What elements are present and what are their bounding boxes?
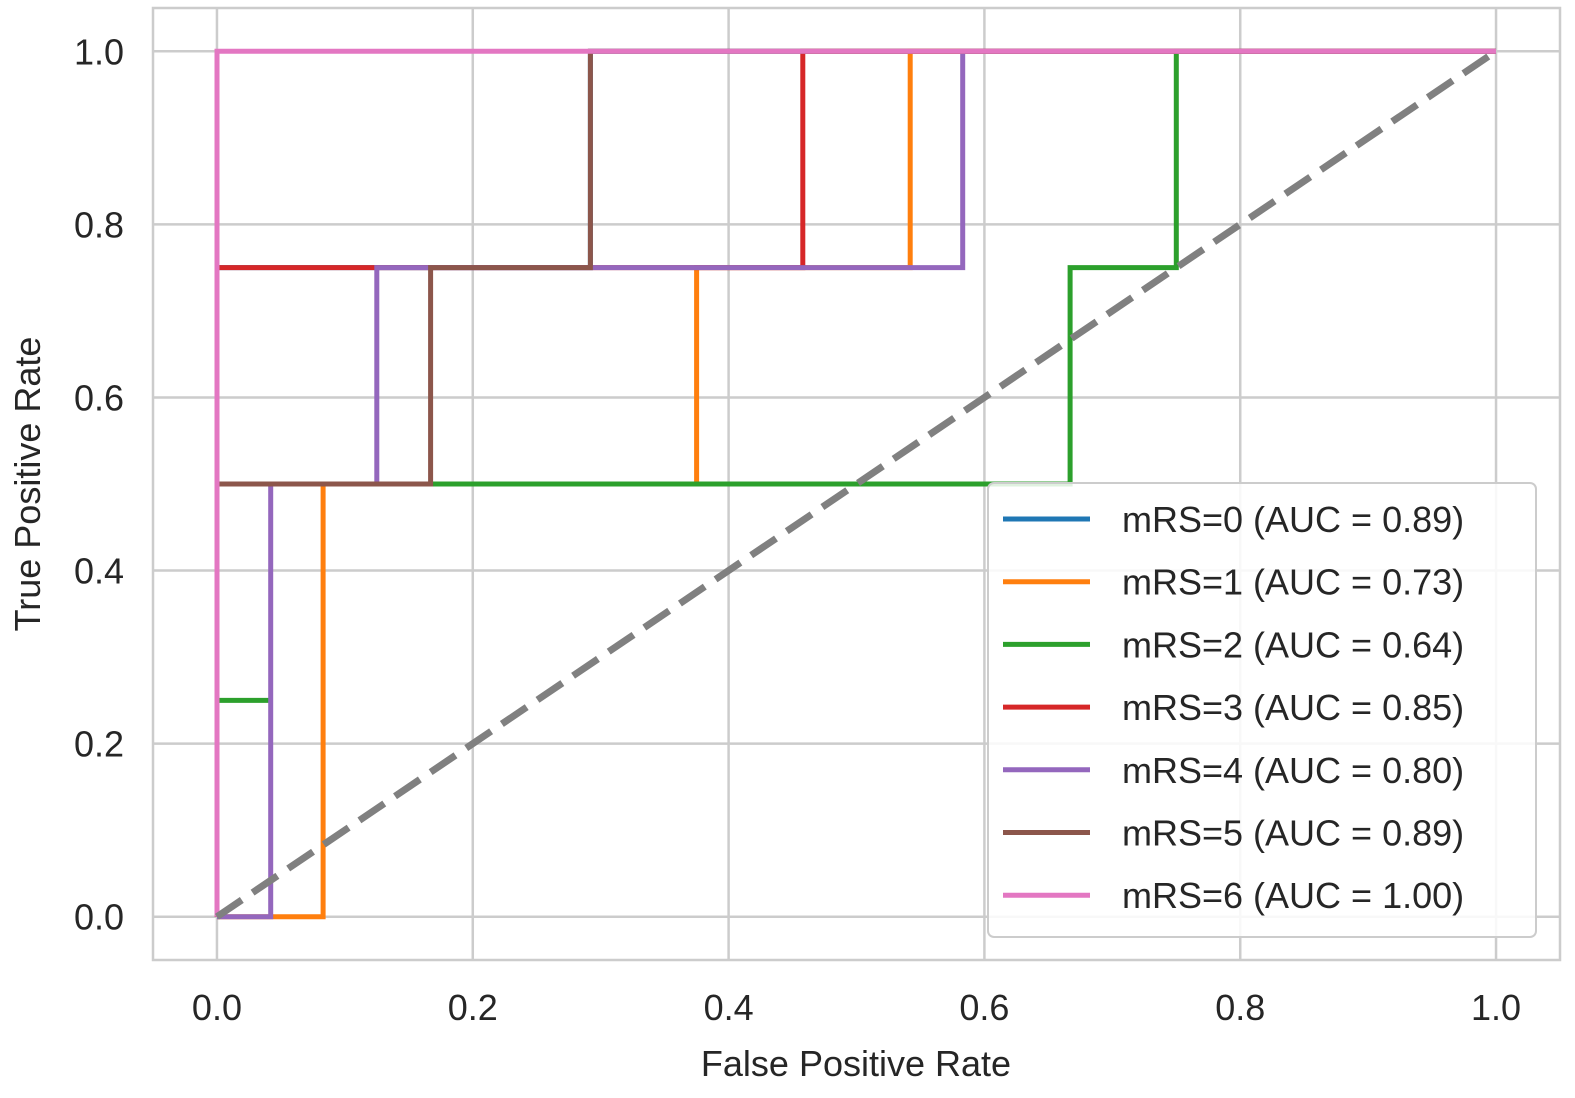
- roc-series-line-mrs-1: [217, 48, 1496, 920]
- legend-label-mrs-4: mRS=4 (AUC = 0.80): [1122, 750, 1464, 791]
- x-tick-label: 0.6: [959, 987, 1009, 1028]
- y-axis-label: True Positive Rate: [7, 337, 48, 632]
- legend-label-mrs-6: mRS=6 (AUC = 1.00): [1122, 875, 1464, 916]
- y-tick-label: 0.6: [74, 377, 124, 418]
- legend: mRS=0 (AUC = 0.89) mRS=1 (AUC = 0.73) mRS=…: [987, 482, 1537, 938]
- y-tick-label: 0.4: [74, 551, 124, 592]
- legend-label-mrs-0: mRS=0 (AUC = 0.89): [1122, 499, 1464, 540]
- y-tick-label: 0.0: [74, 897, 124, 938]
- x-axis-label: False Positive Rate: [701, 1043, 1011, 1084]
- x-tick-label: 0.4: [704, 987, 754, 1028]
- roc-series-line-mrs-4: [217, 48, 1496, 920]
- legend-label-mrs-5: mRS=5 (AUC = 0.89): [1122, 813, 1464, 854]
- x-tick-labels: 0.0 0.2 0.4 0.6 0.8 1.0: [192, 987, 1521, 1028]
- roc-series-line-mrs-6: [214, 48, 1496, 917]
- legend-items: mRS=0 (AUC = 0.89) mRS=1 (AUC = 0.73) mRS=…: [1003, 499, 1464, 916]
- x-tick-label: 0.2: [448, 987, 498, 1028]
- x-tick-label: 0.8: [1215, 987, 1265, 1028]
- y-tick-label: 1.0: [74, 31, 124, 72]
- series-lines: [214, 48, 1499, 920]
- legend-label-mrs-1: mRS=1 (AUC = 0.73): [1122, 562, 1464, 603]
- x-tick-label: 1.0: [1471, 987, 1521, 1028]
- legend-box: [987, 482, 1537, 938]
- roc-series-line-mrs-2: [214, 48, 1496, 917]
- legend-label-mrs-2: mRS=2 (AUC = 0.64): [1122, 624, 1464, 665]
- y-tick-label: 0.8: [74, 204, 124, 245]
- y-tick-labels: 0.0 0.2 0.4 0.6 0.8 1.0: [74, 31, 124, 937]
- y-tick-label: 0.2: [74, 724, 124, 765]
- plot-frame: [151, 6, 1562, 962]
- legend-label-mrs-3: mRS=3 (AUC = 0.85): [1122, 687, 1464, 728]
- x-tick-label: 0.0: [192, 987, 242, 1028]
